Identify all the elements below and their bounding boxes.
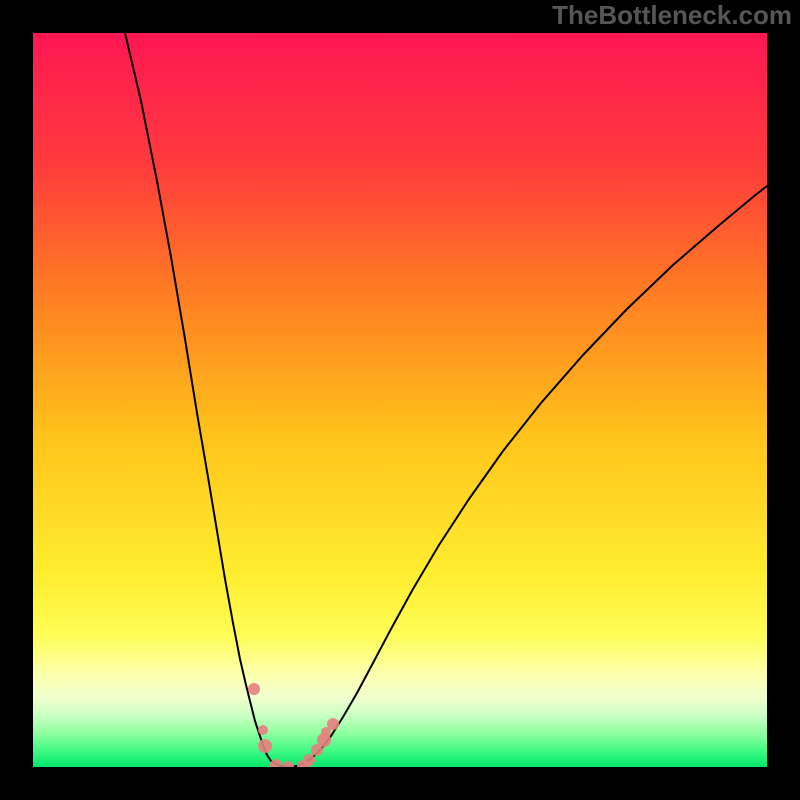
data-marker bbox=[248, 683, 260, 695]
data-marker bbox=[258, 725, 268, 735]
chart-frame: TheBottleneck.com bbox=[0, 0, 800, 800]
data-marker bbox=[321, 727, 331, 737]
gradient-background bbox=[33, 33, 767, 767]
plot-area bbox=[33, 33, 767, 767]
data-marker bbox=[303, 754, 315, 766]
data-marker bbox=[258, 739, 272, 753]
bottleneck-chart bbox=[33, 33, 767, 767]
watermark-text: TheBottleneck.com bbox=[552, 0, 792, 31]
